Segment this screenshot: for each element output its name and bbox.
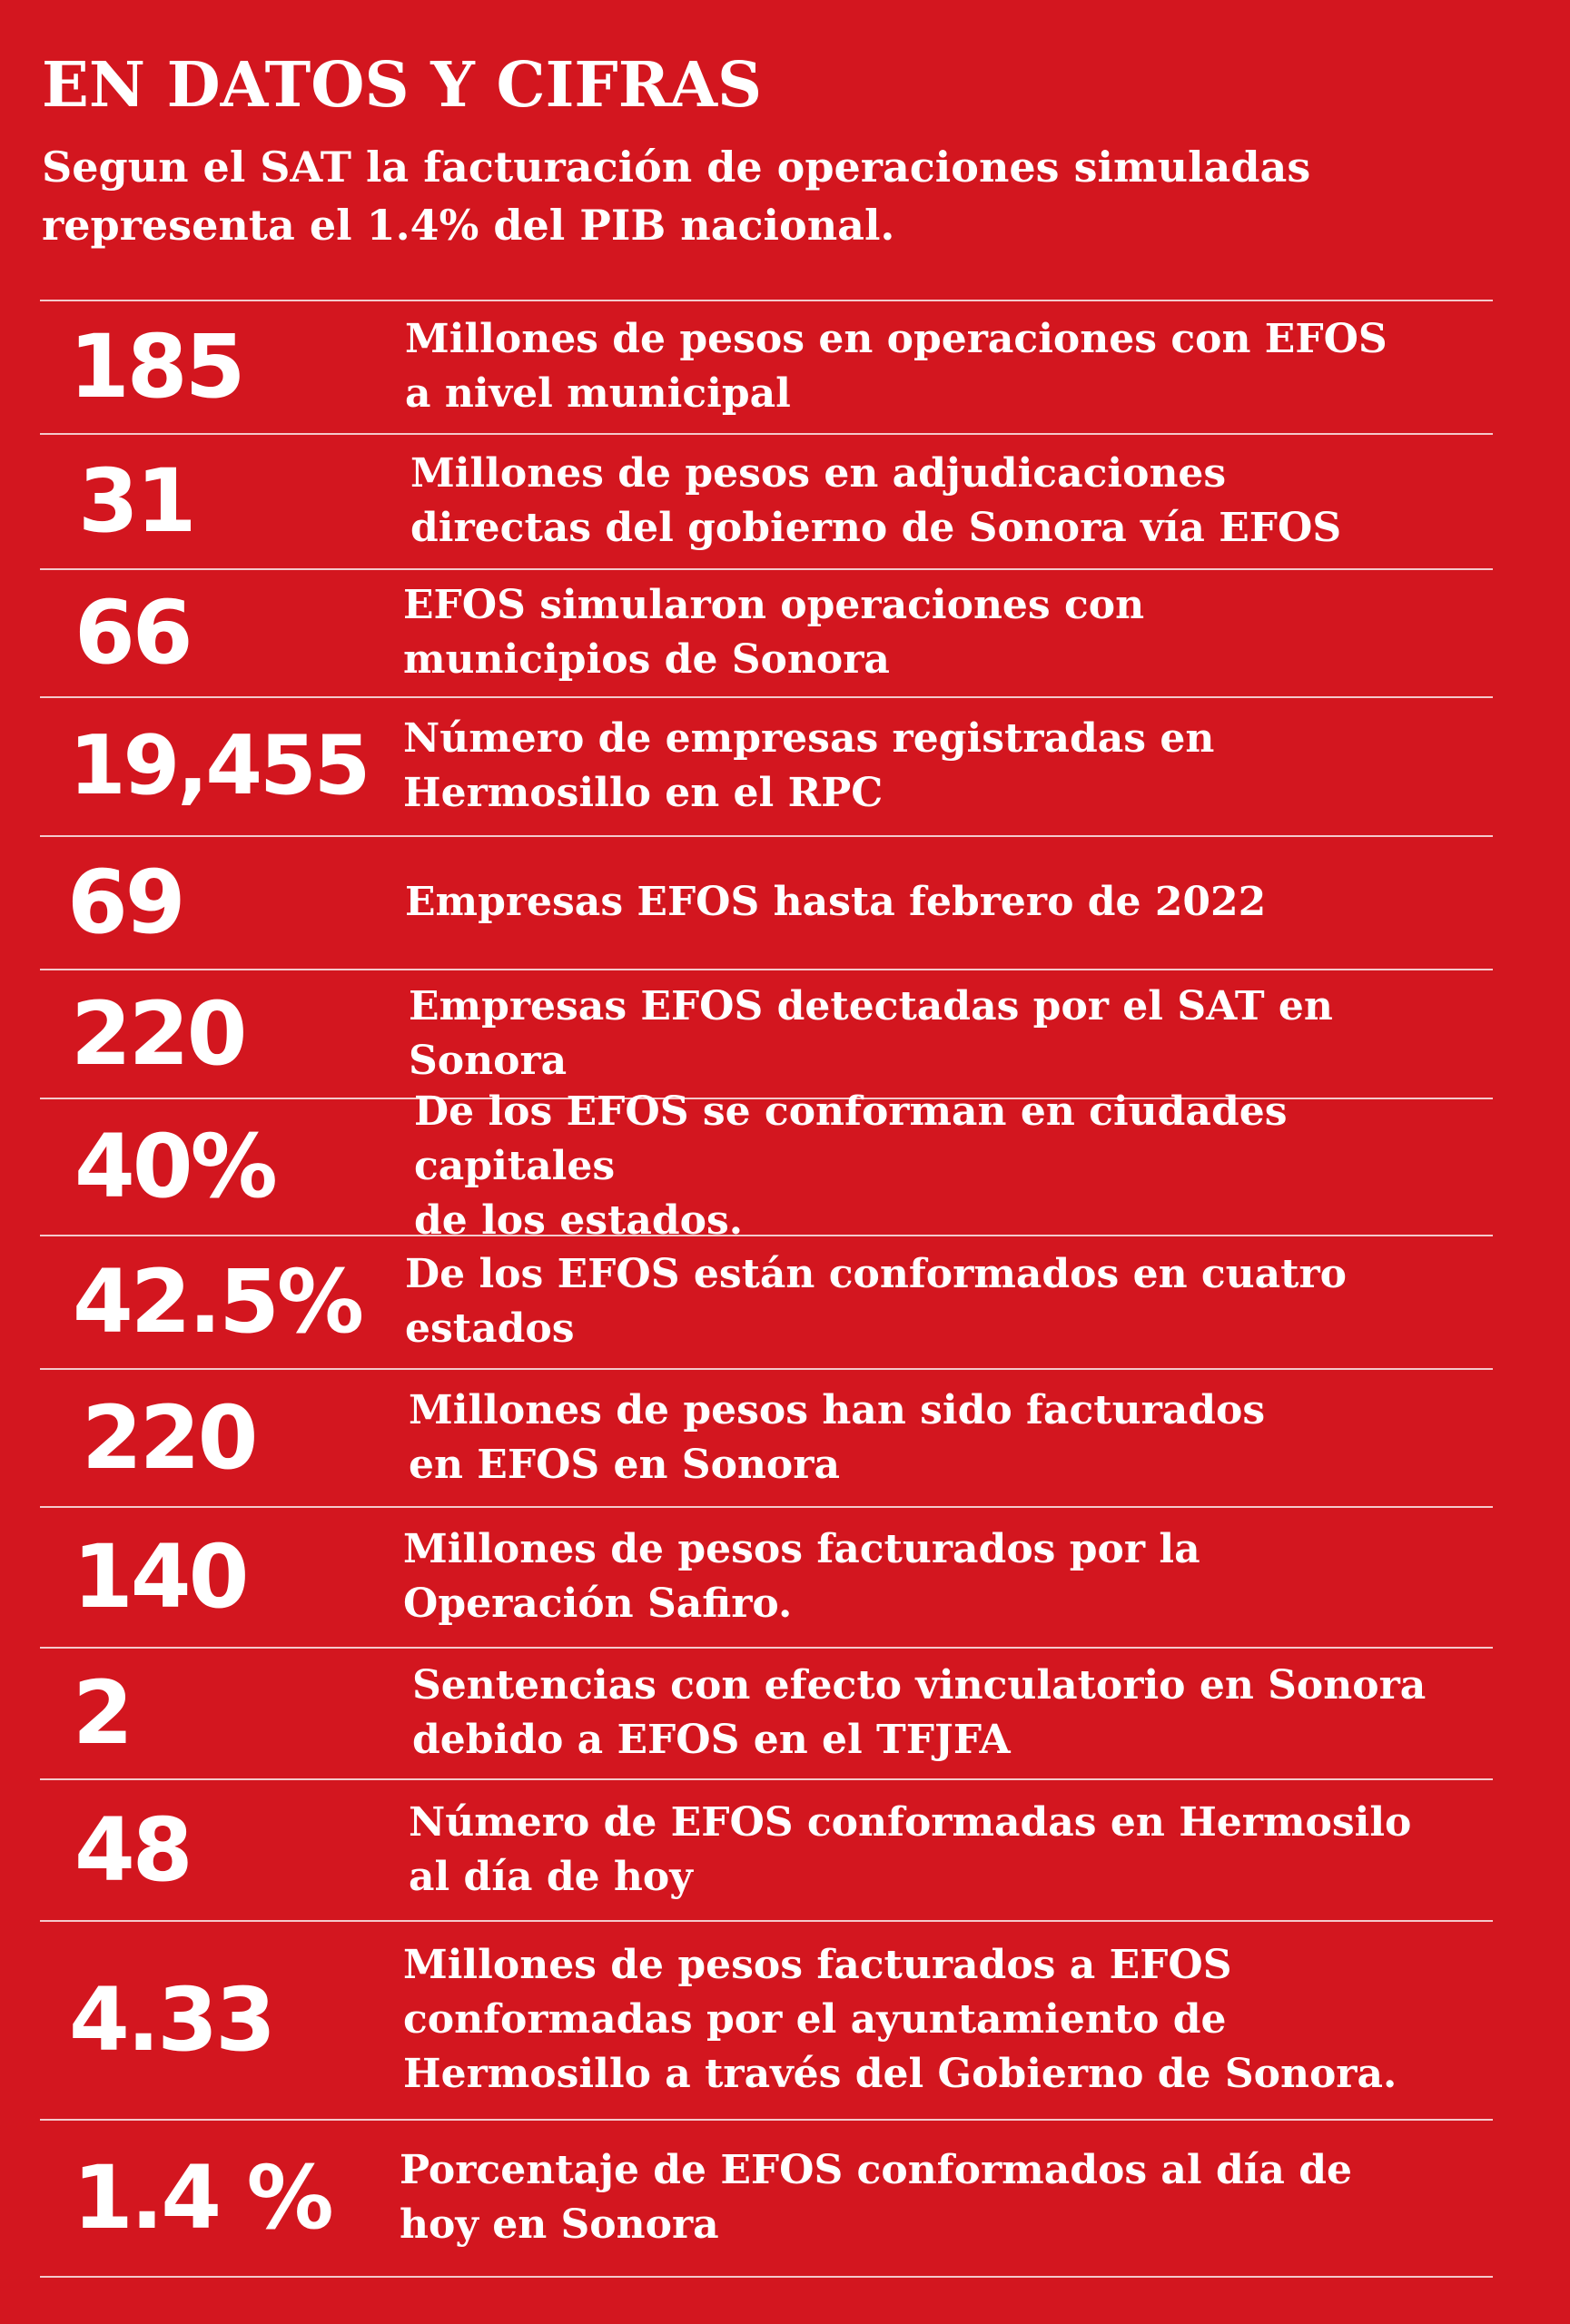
stat-description: Porcentaje de EFOS conformados al día de… [400, 2147, 1353, 2248]
stat-value: 4.33 [69, 1969, 276, 2071]
stat-row: 40% De los EFOS se conforman en ciudades… [40, 1088, 1493, 1244]
stat-value: 1.4 % [73, 2147, 334, 2249]
divider [40, 2276, 1493, 2278]
divider [40, 568, 1493, 570]
stat-value: 48 [74, 1798, 193, 1901]
stat-description: Sentencias con efecto vinculatorio en So… [412, 1662, 1427, 1763]
stat-description: Millones de pesos han sido facturados en… [409, 1386, 1266, 1488]
stat-row: 66 EFOS simularon operaciones con munici… [40, 569, 1493, 696]
stat-description: EFOS simularon operaciones con municipio… [403, 582, 1145, 683]
stat-row: 185 Millones de pesos en operaciones con… [40, 300, 1493, 433]
stat-row: 31 Millones de pesos en adjudicaciones d… [40, 434, 1493, 568]
stat-description: De los EFOS están conformados en cuatro … [405, 1251, 1348, 1352]
stat-description: Millones de pesos en adjudicaciones dire… [410, 450, 1342, 551]
stat-value: 40% [74, 1116, 278, 1217]
divider [40, 1368, 1493, 1370]
divider [40, 1647, 1493, 1649]
stat-value: 140 [73, 1526, 249, 1628]
divider [40, 969, 1493, 970]
stat-value: 220 [82, 1386, 258, 1489]
stat-value: 31 [78, 450, 197, 552]
stat-description: De los EFOS se conforman en ciudades cap… [414, 1088, 1288, 1244]
stat-description: Número de empresas registradas en Hermos… [403, 715, 1215, 816]
stat-value: 185 [69, 316, 245, 418]
stat-description: Empresas EFOS detectadas por el SAT en S… [409, 982, 1333, 1084]
stat-row: 42.5% De los EFOS están conformados en c… [40, 1236, 1493, 1368]
divider [40, 1098, 1493, 1099]
stat-description: Empresas EFOS hasta febrero de 2022 [405, 879, 1267, 925]
stat-value: 220 [71, 982, 247, 1085]
stat-row: 220 Millones de pesos han sido facturado… [40, 1369, 1493, 1506]
divider [40, 1778, 1493, 1780]
divider [40, 835, 1493, 837]
stat-row: 4.33 Millones de pesos facturados a EFOS… [40, 1921, 1493, 2119]
stat-value: 42.5% [73, 1251, 364, 1353]
stat-row: 19,455 Número de empresas registradas en… [40, 697, 1493, 835]
stat-value: 69 [67, 852, 186, 953]
stat-value: 66 [74, 582, 193, 684]
divider [40, 2119, 1493, 2121]
stat-description: Millones de pesos facturados por la Oper… [403, 1526, 1200, 1627]
divider [40, 696, 1493, 698]
page-subtitle: Segun el SAT la facturación de operacion… [42, 143, 1311, 250]
divider [40, 1235, 1493, 1236]
divider [40, 1920, 1493, 1922]
stat-row: 48 Número de EFOS conformadas en Hermosi… [40, 1779, 1493, 1920]
stat-description: Número de EFOS conformadas en Hermosilo … [409, 1798, 1412, 1900]
stat-row: 140 Millones de pesos facturados por la … [40, 1507, 1493, 1647]
divider [40, 1506, 1493, 1508]
divider [40, 433, 1493, 435]
stat-row: 220 Empresas EFOS detectadas por el SAT … [40, 970, 1493, 1098]
divider [40, 300, 1493, 301]
stat-row: 1.4 % Porcentaje de EFOS conformados al … [40, 2120, 1493, 2276]
stat-value: 2 [73, 1662, 133, 1764]
page-title: EN DATOS Y CIFRAS [42, 49, 763, 122]
stat-row: 2 Sentencias con efecto vinculatorio en … [40, 1648, 1493, 1778]
stat-value: 19,455 [69, 718, 370, 813]
stat-row: 69 Empresas EFOS hasta febrero de 2022 [40, 836, 1493, 969]
stat-description: Millones de pesos en operaciones con EFO… [405, 316, 1387, 417]
stat-description: Millones de pesos facturados a EFOS conf… [403, 1942, 1397, 2097]
